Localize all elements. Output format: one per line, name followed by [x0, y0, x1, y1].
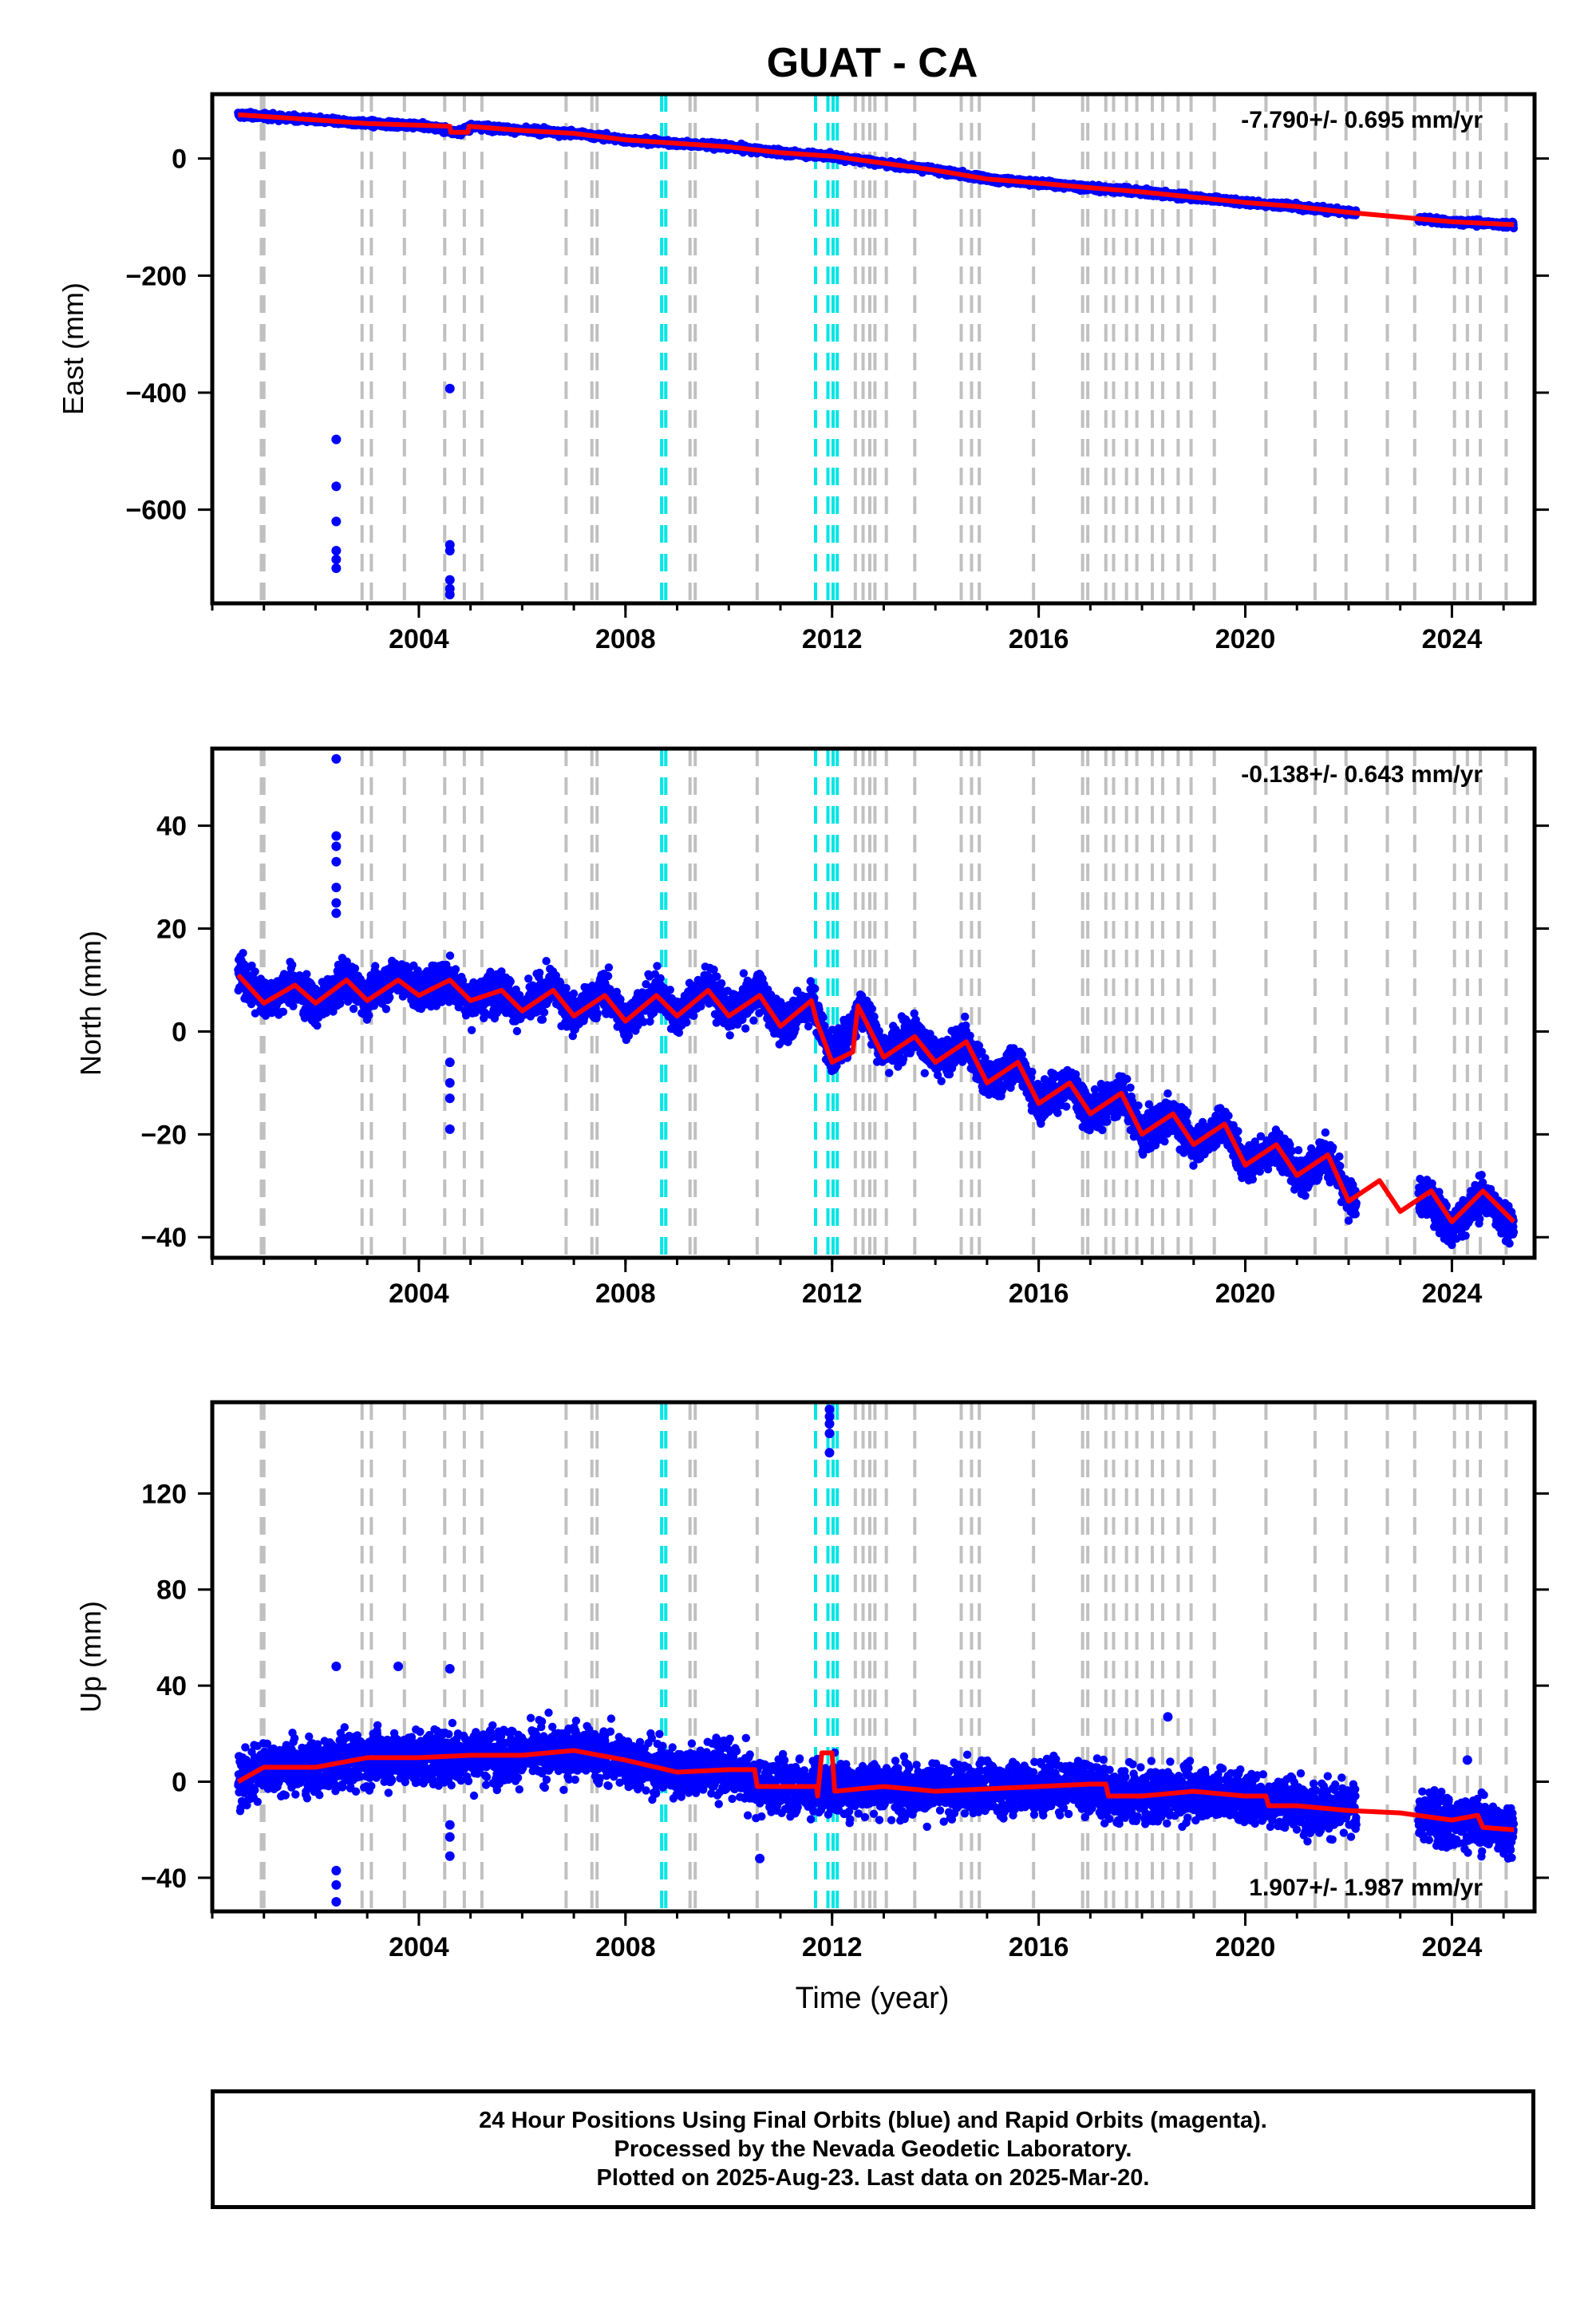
page-title: GUAT - CA	[767, 40, 978, 86]
plot-area-east	[234, 94, 1518, 603]
